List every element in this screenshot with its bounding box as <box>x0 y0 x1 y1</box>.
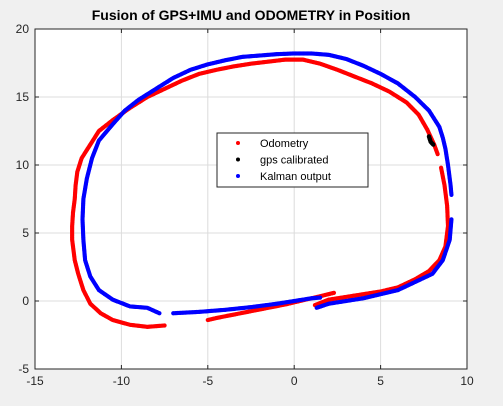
y-tick-label: 0 <box>22 294 29 308</box>
y-tick-label: 5 <box>22 226 29 240</box>
data-point <box>435 152 440 157</box>
ticks: -15 -10 -5 0 5 10 -5 0 5 10 15 20 <box>16 22 474 388</box>
data-point <box>205 317 210 323</box>
data-point <box>449 192 454 198</box>
y-tick-label: 15 <box>16 90 30 104</box>
y-tick-label: 10 <box>16 158 30 172</box>
legend-label: Odometry <box>260 138 309 150</box>
legend-marker <box>236 141 240 145</box>
data-point <box>431 142 436 147</box>
series-odometry <box>70 57 451 329</box>
y-tick-label: -5 <box>18 362 29 376</box>
data-point <box>318 295 323 300</box>
series-layer <box>70 51 454 329</box>
x-tick-label: 5 <box>377 374 384 388</box>
legend-box <box>216 132 369 188</box>
plot-area: -15 -10 -5 0 5 10 -5 0 5 10 15 20 <box>16 22 474 388</box>
plot-background <box>35 29 467 369</box>
data-point <box>314 305 319 310</box>
x-tick-label: 0 <box>291 374 298 388</box>
legend-label: gps calibrated <box>260 155 329 167</box>
x-tick-label: -10 <box>113 374 131 388</box>
x-tick-label: -15 <box>26 374 44 388</box>
legend-marker <box>236 174 240 178</box>
series-gps-calibrated <box>426 134 436 147</box>
legend-marker <box>236 157 240 162</box>
chart-title: Fusion of GPS+IMU and ODOMETRY in Positi… <box>92 7 411 23</box>
legend: Odometry gps calibrated Kalman output <box>216 132 369 188</box>
y-tick-label: 20 <box>16 22 30 36</box>
x-tick-label: -5 <box>202 374 213 388</box>
axes-box <box>34 28 468 370</box>
series-kalman-output <box>80 51 454 316</box>
x-tick-label: 10 <box>460 374 474 388</box>
legend-label: Kalman output <box>260 171 331 183</box>
